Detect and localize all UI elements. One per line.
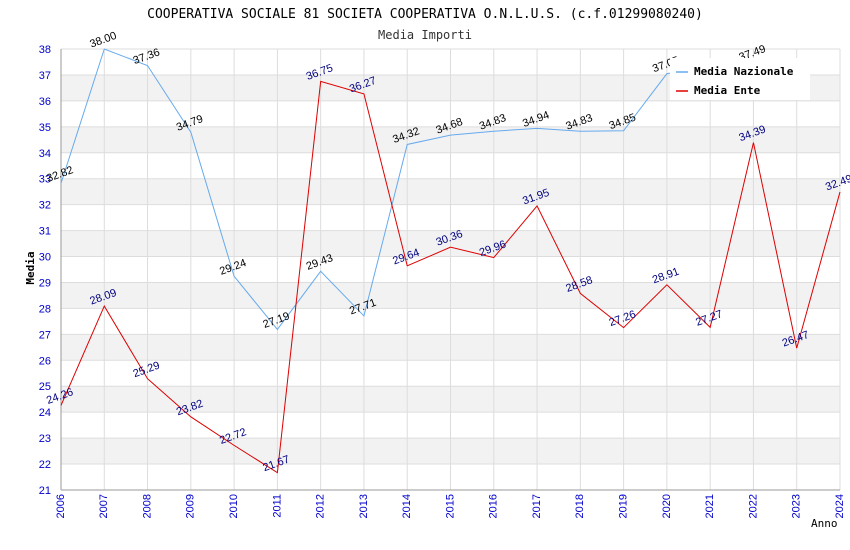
x-tick-label: 2010: [228, 494, 240, 518]
y-tick-label: 26: [39, 355, 51, 367]
y-tick-labels: 21 22 23 24 25 26 27 28 29 30 31 32 33 34 35 36 37 38: [39, 44, 51, 497]
y-tick-label: 27: [39, 329, 51, 341]
y-tick-label: 35: [39, 122, 51, 134]
y-tick-label: 38: [39, 44, 51, 56]
series-lines: [60, 48, 841, 474]
x-tick-label: 2015: [444, 494, 456, 518]
x-tick-label: 2016: [488, 494, 500, 518]
x-tick-label: 2017: [531, 494, 543, 518]
x-tick-label: 2024: [834, 494, 846, 518]
x-tick-label: 2019: [618, 494, 630, 518]
legend-box: [670, 58, 810, 100]
x-tick-label: 2012: [315, 494, 327, 518]
x-tick-label: 2009: [185, 494, 197, 518]
x-tick-label: 2022: [747, 494, 759, 518]
x-tick-label: 2023: [791, 494, 803, 518]
series-line-media-nazionale: [60, 48, 754, 331]
legend-label-media-nazionale: Media Nazionale: [694, 65, 794, 78]
y-tick-label: 25: [39, 381, 51, 393]
x-tick-label: 2018: [574, 494, 586, 518]
x-tick-label: 2011: [271, 494, 283, 518]
y-tick-label: 23: [39, 433, 51, 445]
y-tick-label: 30: [39, 252, 51, 264]
chart-title: COOPERATIVA SOCIALE 81 SOCIETA COOPERATI…: [147, 7, 703, 22]
y-tick-label: 22: [39, 459, 51, 471]
x-tick-label: 2006: [55, 494, 67, 518]
x-tick-label: 2007: [98, 494, 110, 518]
x-tick-label: 2021: [704, 494, 716, 518]
legend: Media Nazionale Media Ente: [670, 58, 810, 100]
x-tick-label: 2014: [401, 494, 413, 518]
y-tick-label: 32: [39, 200, 51, 212]
series-line-media-ente: [60, 80, 841, 474]
x-tick-label: 2013: [358, 494, 370, 518]
x-tick-labels: 2006 2007 2008 2009 2010 2011 2012 2013 2014 2015…: [55, 494, 846, 518]
y-tick-label: 34: [39, 148, 51, 160]
grid-lines: [60, 48, 841, 491]
x-tick-label: 2020: [661, 494, 673, 518]
y-axis-label: Media: [24, 251, 37, 284]
y-tick-label: 37: [39, 70, 51, 82]
y-tick-label: 29: [39, 277, 51, 289]
y-tick-label: 28: [39, 303, 51, 315]
data-label: 38.00: [88, 30, 118, 51]
y-tick-label: 24: [39, 407, 51, 419]
x-axis-label: Anno: [811, 517, 838, 530]
x-tick-label: 2008: [141, 494, 153, 518]
y-tick-label: 36: [39, 96, 51, 108]
chart-subtitle: Media Importi: [378, 28, 472, 42]
axes: [60, 49, 840, 491]
y-tick-label: 33: [39, 174, 51, 186]
y-tick-label: 31: [39, 226, 51, 238]
y-tick-label: 21: [39, 485, 51, 497]
legend-label-media-ente: Media Ente: [694, 84, 761, 97]
